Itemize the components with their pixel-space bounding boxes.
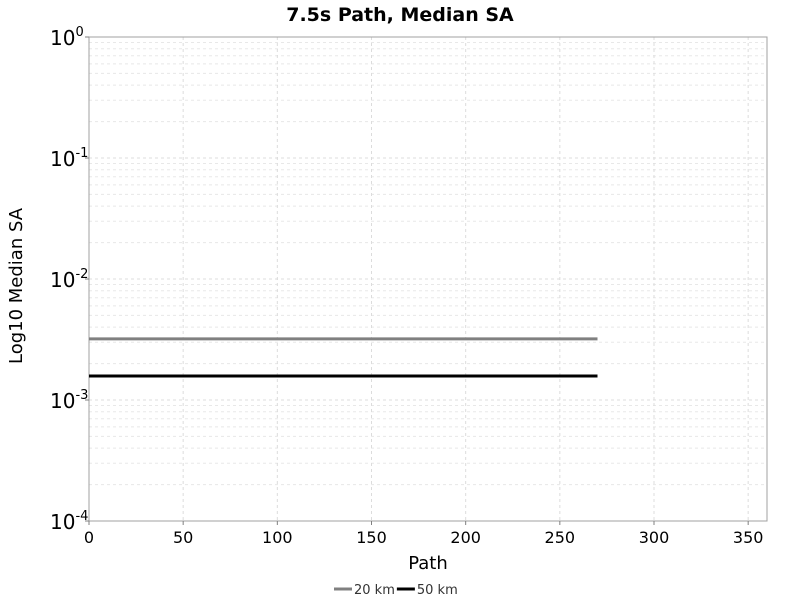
x-tick-label: 100 <box>262 528 293 547</box>
y-tick-label: 10-3 <box>50 388 88 413</box>
y-tick-label: 100 <box>50 25 84 50</box>
y-tick-exponent: -3 <box>75 388 88 403</box>
y-tick-base: 10 <box>50 268 75 292</box>
y-tick-label: 10-2 <box>50 267 88 292</box>
grid <box>88 37 767 522</box>
y-axis-label: Log10 Median SA <box>6 207 27 364</box>
y-tick-base: 10 <box>50 26 75 50</box>
legend-label-0: 20 km <box>354 583 395 598</box>
x-tick-label: 50 <box>173 528 193 547</box>
y-tick-base: 10 <box>50 389 75 413</box>
series-layer <box>89 337 598 378</box>
legend-label-1: 50 km <box>417 583 458 598</box>
x-axis-ticks: 0 50 100 150 200 250 300 350 <box>84 521 764 547</box>
x-axis-label: Path <box>408 553 448 574</box>
y-tick-base: 10 <box>50 510 75 534</box>
y-tick-exponent: -2 <box>75 267 88 282</box>
x-tick-label: 250 <box>545 528 576 547</box>
y-tick-exponent: -4 <box>75 509 88 524</box>
y-tick-exponent: -1 <box>75 146 88 161</box>
x-tick-label: 350 <box>733 528 764 547</box>
x-tick-label: 0 <box>84 528 94 547</box>
x-tick-label: 300 <box>639 528 670 547</box>
legend: 20 km 50 km <box>334 583 458 598</box>
x-tick-label: 150 <box>356 528 387 547</box>
y-tick-label: 10-4 <box>50 509 88 534</box>
x-tick-label: 200 <box>450 528 481 547</box>
chart-title: 7.5s Path, Median SA <box>286 4 514 26</box>
y-tick-base: 10 <box>50 147 75 171</box>
y-tick-label: 10-1 <box>50 146 88 171</box>
y-tick-exponent: 0 <box>75 25 83 40</box>
